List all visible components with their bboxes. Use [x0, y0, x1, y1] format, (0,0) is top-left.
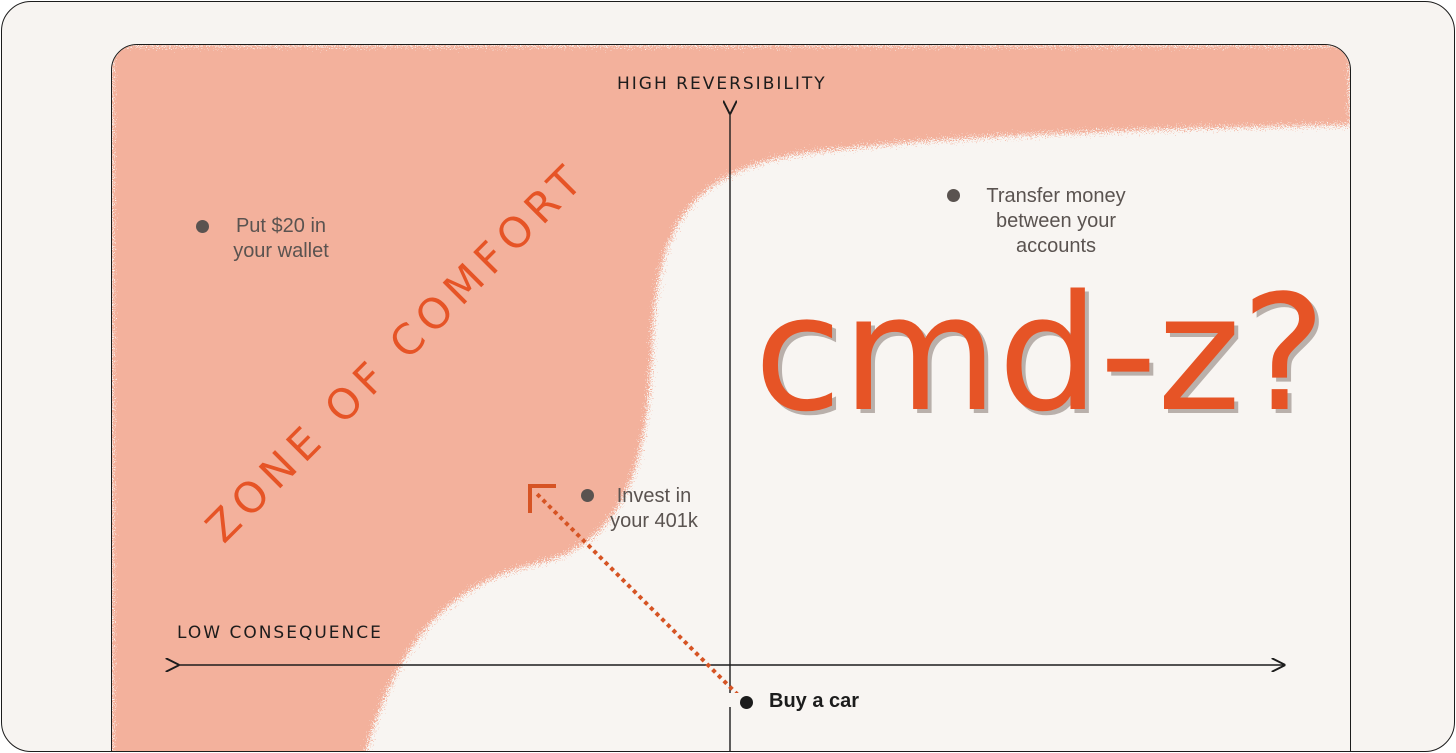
item-dot: [947, 189, 960, 202]
item-dot: [196, 220, 209, 233]
axis-label-low-consequence: LOW CONSEQUENCE: [177, 623, 383, 643]
item-label-transfer: Transfer money between your accounts: [976, 184, 1136, 259]
item-dot-buy-car: [740, 696, 753, 709]
axis-label-high-reversibility: HIGH REVERSIBILITY: [617, 74, 827, 94]
item-line: Put $20 in: [235, 215, 327, 237]
buy-dot-backdrop: [714, 693, 740, 707]
diagram-panel: [111, 44, 1351, 751]
item-line: your 401k: [610, 510, 698, 532]
arrow-head-icon: [528, 484, 556, 513]
item-dot: [581, 489, 594, 502]
comfort-zone-region: [112, 45, 1350, 751]
item-line: Transfer money: [986, 185, 1126, 207]
item-label-401k: Invest in your 401k: [604, 484, 704, 534]
item-line: accounts: [1015, 235, 1097, 257]
diagram-art: [112, 45, 1350, 751]
cmd-z-headline: cmd-z?: [754, 260, 1327, 447]
item-line: between your: [995, 210, 1117, 232]
item-label-buy-car: Buy a car: [769, 690, 860, 712]
item-line: your wallet: [233, 240, 329, 262]
item-line: Invest in: [616, 485, 692, 507]
item-label-wallet: Put $20 in your wallet: [221, 214, 341, 264]
